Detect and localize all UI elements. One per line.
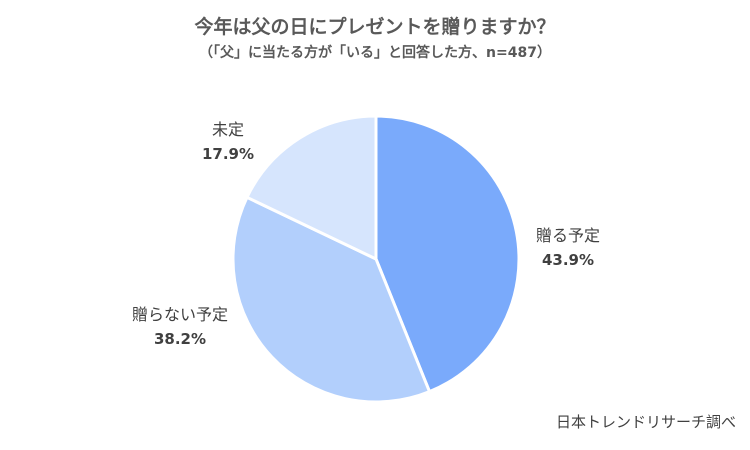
slice-label-2: 贈らない予定 — [132, 305, 228, 324]
slice-label-1: 贈る予定 — [536, 226, 600, 245]
pie-labels: 贈る予定 43.9% 贈らない予定 38.2% 未定 17.9% — [132, 120, 600, 348]
slice-value-3: 17.9% — [202, 145, 254, 163]
source-note: 日本トレンドリサーチ調べ — [555, 413, 736, 431]
slice-value-2: 38.2% — [154, 330, 206, 348]
pie-slice-2 — [231, 195, 431, 404]
pie-slices — [231, 114, 521, 404]
slice-label-3: 未定 — [212, 120, 244, 139]
chart-subtitle: （「父」に当たる方が「いる」と回答した方、n=487） — [199, 45, 551, 61]
pie-slice-1 — [374, 114, 521, 394]
slice-value-1: 43.9% — [542, 251, 594, 269]
pie-slice-3 — [245, 114, 378, 261]
chart-title: 今年は父の日にプレゼントを贈りますか？ — [194, 16, 556, 38]
